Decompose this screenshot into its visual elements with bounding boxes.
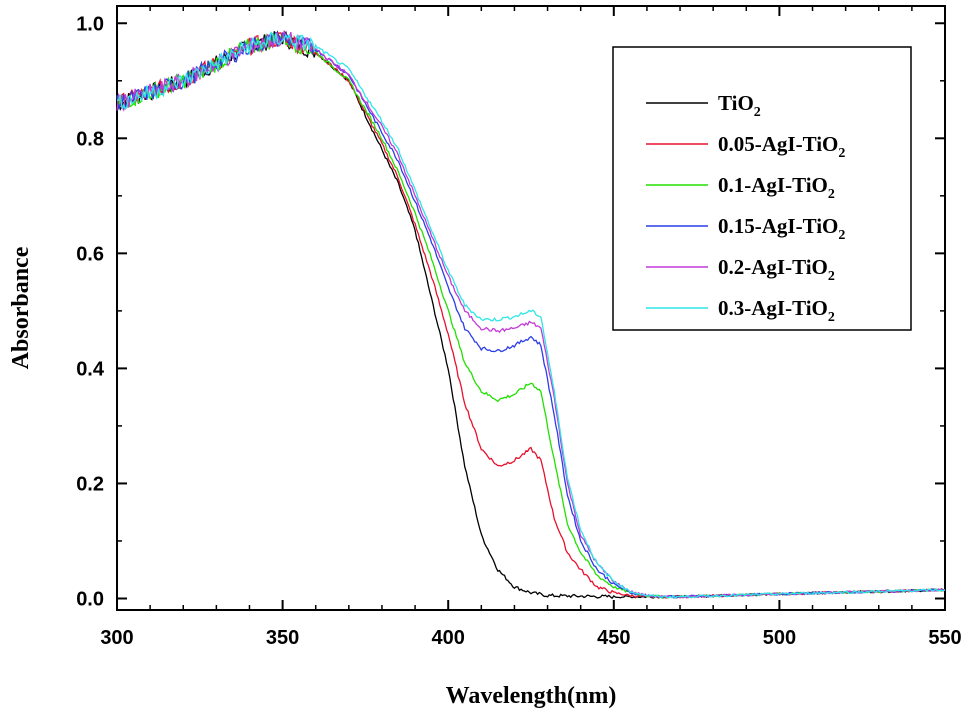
- tick-layer: 300 350 400 450 500 550 0.0 0.2 0.4 0.6 0.8 1.0: [76, 6, 962, 649]
- legend-label-subscript: 2: [754, 105, 761, 120]
- y-axis-title: Absorbance: [8, 246, 34, 369]
- legend-label-subscript: 2: [828, 310, 835, 325]
- y-tick-label: 0.6: [76, 243, 104, 265]
- x-tick-label: 350: [266, 627, 299, 649]
- x-tick-label: 550: [928, 627, 961, 649]
- legend-label-subscript: 2: [838, 146, 845, 161]
- x-tick-label: 300: [100, 627, 133, 649]
- legend-label-subscript: 2: [838, 228, 845, 243]
- x-tick-label: 450: [597, 627, 630, 649]
- legend-label-subscript: 2: [828, 187, 835, 202]
- x-tick-label: 500: [763, 627, 796, 649]
- x-axis-title: Wavelength(nm): [446, 683, 617, 709]
- y-tick-label: 0.4: [76, 358, 105, 380]
- series-layer: [116, 30, 946, 600]
- legend: TiO20.05-AgI-TiO20.1-AgI-TiO20.15-AgI-Ti…: [612, 46, 912, 331]
- x-tick-label: 400: [432, 627, 465, 649]
- series-line: [116, 30, 946, 599]
- series-line: [116, 31, 946, 599]
- y-tick-label: 0.2: [76, 473, 104, 495]
- legend-box: [612, 46, 912, 331]
- plot-area-frame: [116, 5, 946, 611]
- y-tick-label: 0.8: [76, 128, 104, 150]
- y-tick-label: 0.0: [76, 588, 104, 610]
- y-tick-label: 1.0: [76, 13, 104, 35]
- legend-label-subscript: 2: [828, 269, 835, 284]
